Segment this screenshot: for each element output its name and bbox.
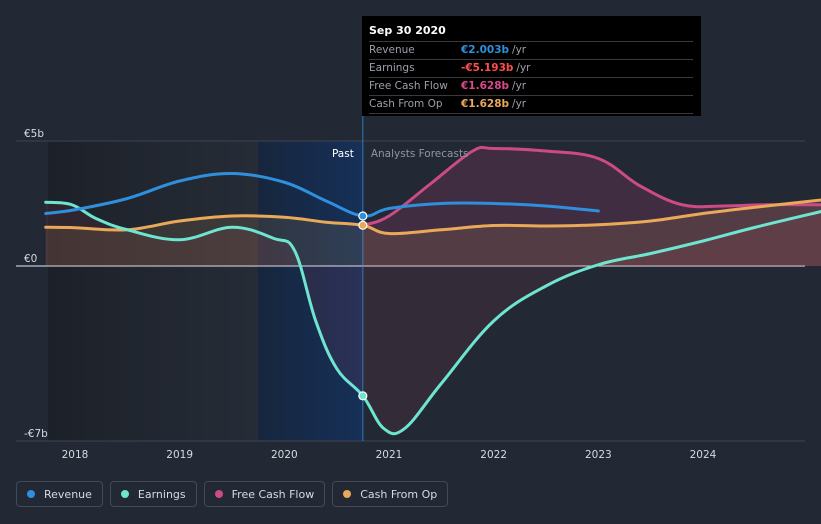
x-tick-label: 2022 xyxy=(480,449,507,461)
chart-lines xyxy=(44,145,821,436)
tooltip-label: Revenue xyxy=(369,44,415,56)
marker-cash-from-op xyxy=(358,220,368,230)
tooltip-unit: /yr xyxy=(512,80,527,92)
area-free-cash-flow xyxy=(362,147,821,266)
x-tick-label: 2024 xyxy=(690,449,717,461)
legend-dot-icon xyxy=(214,490,223,498)
x-tick-label: 2021 xyxy=(376,449,403,461)
area-earnings xyxy=(45,202,821,434)
tooltip-unit: /yr xyxy=(512,44,527,56)
legend-label: Revenue xyxy=(44,487,92,501)
legend-dot-icon xyxy=(27,490,35,498)
chart-labels: €5b €0 -€7b 2018 2019 2020 2021 2022 2023 2024 Pas… xyxy=(24,128,717,461)
tooltip-row-earnings: Earnings -€5.193b /yr xyxy=(369,60,693,78)
tooltip-row-cash-from-op: Cash From Op €1.628b /yr xyxy=(369,96,693,114)
tooltip-label: Earnings xyxy=(369,62,415,74)
tooltip-unit: /yr xyxy=(516,62,531,74)
marker-earnings xyxy=(358,391,368,401)
past-region xyxy=(48,141,259,441)
x-tick-label: 2018 xyxy=(62,449,89,461)
marker-revenue xyxy=(358,211,368,221)
legend-label: Earnings xyxy=(137,487,186,501)
tooltip-date: Sep 30 2020 xyxy=(369,23,693,42)
x-tick-label: 2020 xyxy=(271,449,298,461)
legend-item-cash-from-op[interactable]: Cash From Op xyxy=(332,481,449,507)
series-line-free-cash-flow xyxy=(361,145,821,227)
highlight-region xyxy=(258,141,363,441)
legend-item-revenue[interactable]: Revenue xyxy=(16,481,103,507)
tooltip-unit: /yr xyxy=(512,98,527,110)
chart-markers xyxy=(358,211,368,401)
tooltip-panel: Sep 30 2020 Revenue €2.003b /yr Earnings… xyxy=(362,16,701,116)
legend-label: Cash From Op xyxy=(360,487,438,501)
tooltip-label: Free Cash Flow xyxy=(369,80,448,92)
tooltip-row-revenue: Revenue €2.003b /yr xyxy=(369,42,693,60)
past-label: Past xyxy=(332,148,354,160)
chart-legend: Revenue Earnings Free Cash Flow Cash Fro… xyxy=(16,481,449,507)
legend-label: Free Cash Flow xyxy=(231,487,315,501)
x-tick-label: 2019 xyxy=(166,449,193,461)
y-tick-label: -€7b xyxy=(24,428,48,440)
legend-dot-icon xyxy=(343,490,352,498)
tooltip-row-free-cash-flow: Free Cash Flow €1.628b /yr xyxy=(369,78,693,96)
series-line-revenue xyxy=(44,171,600,218)
forecast-label: Analysts Forecasts xyxy=(371,148,469,160)
legend-item-earnings[interactable]: Earnings xyxy=(109,481,197,507)
y-tick-label: €5b xyxy=(24,128,44,140)
series-line-cash-from-op xyxy=(44,198,821,236)
tooltip-value: -€5.193b xyxy=(461,62,514,74)
legend-dot-icon xyxy=(120,490,129,498)
legend-item-free-cash-flow[interactable]: Free Cash Flow xyxy=(203,481,326,507)
x-tick-label: 2023 xyxy=(585,449,612,461)
tooltip-value: €1.628b xyxy=(461,80,510,92)
tooltip-value: €1.628b xyxy=(461,98,510,110)
tooltip-value: €2.003b xyxy=(461,44,510,56)
y-tick-label: €0 xyxy=(24,253,37,265)
tooltip-label: Cash From Op xyxy=(369,98,443,110)
